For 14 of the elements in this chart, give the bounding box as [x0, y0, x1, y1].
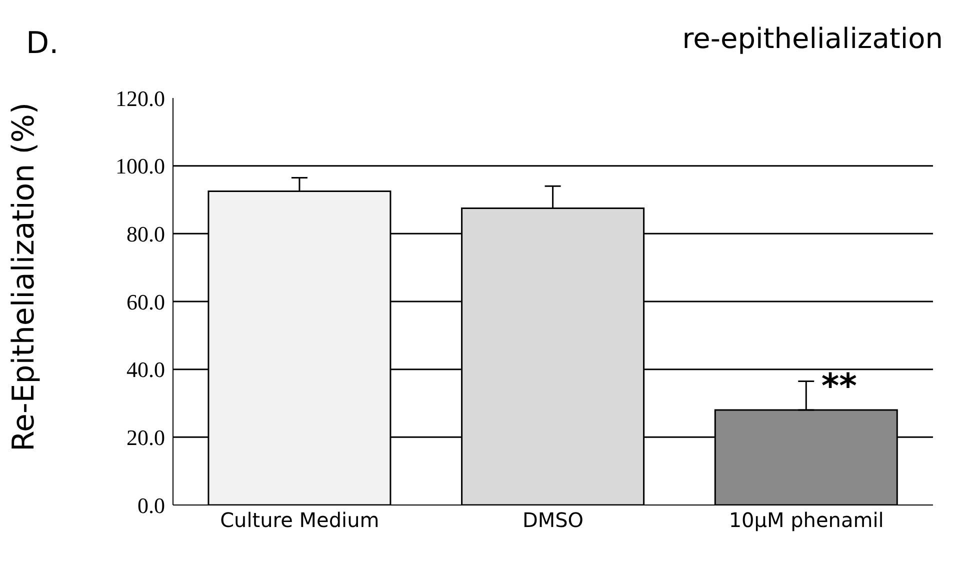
y-tick-label: 120.0 [116, 86, 165, 111]
y-tick-label: 40.0 [126, 357, 165, 382]
x-tick-label: DMSO [522, 508, 584, 532]
y-tick-label: 80.0 [126, 221, 165, 246]
y-tick-label: 60.0 [126, 289, 165, 314]
y-tick-label: 20.0 [126, 424, 165, 450]
text: D. [26, 26, 59, 61]
y-tick-label: 0.0 [138, 492, 165, 518]
chart-title: re-epithelialization [682, 22, 943, 55]
x-tick-label: 10μM phenamil [728, 508, 884, 532]
annotation: ** [821, 366, 858, 406]
y-tick-label: 100.0 [116, 154, 165, 179]
x-tick-label: Culture Medium [220, 508, 380, 532]
y-axis-title: Re-Epithelialization (%) [6, 102, 42, 452]
